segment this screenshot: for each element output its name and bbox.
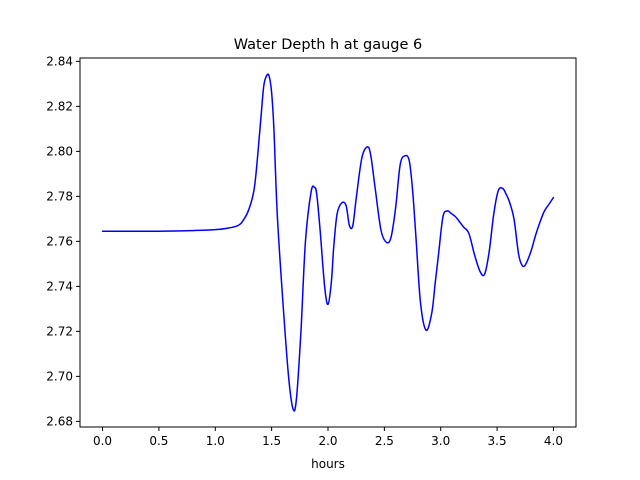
x-tick-label: 1.0 — [206, 434, 225, 448]
x-axis-label: hours — [311, 457, 345, 471]
plot-area — [79, 57, 577, 428]
y-tick-label: 2.76 — [46, 235, 73, 249]
y-tick-label: 2.78 — [46, 190, 73, 204]
y-tick-label: 2.82 — [46, 100, 73, 114]
series-line-water-depth — [101, 73, 555, 412]
plot-background — [80, 58, 576, 427]
x-tick-label: 2.5 — [375, 434, 394, 448]
y-axis-ticks: 2.68 2.70 2.72 2.74 2.76 2.78 2.80 2.82 2.84 — [46, 55, 80, 429]
x-tick-label: 4.0 — [544, 434, 563, 448]
chart-title: Water Depth h at gauge 6 — [234, 37, 422, 53]
x-tick-label: 2.0 — [318, 434, 337, 448]
x-axis-ticks: 0.0 0.5 1.0 1.5 2.0 2.5 3.0 3.5 4.0 — [93, 427, 563, 448]
y-tick-label: 2.74 — [46, 280, 73, 294]
x-tick-label: 0.0 — [93, 434, 112, 448]
x-tick-label: 3.5 — [488, 434, 507, 448]
y-tick-label: 2.80 — [46, 145, 73, 159]
y-tick-label: 2.68 — [46, 415, 73, 429]
x-tick-label: 1.5 — [262, 434, 281, 448]
y-tick-label: 2.72 — [46, 325, 73, 339]
x-tick-label: 3.0 — [431, 434, 450, 448]
y-tick-label: 2.84 — [46, 55, 73, 69]
y-tick-label: 2.70 — [46, 370, 73, 384]
x-tick-label: 0.5 — [149, 434, 168, 448]
